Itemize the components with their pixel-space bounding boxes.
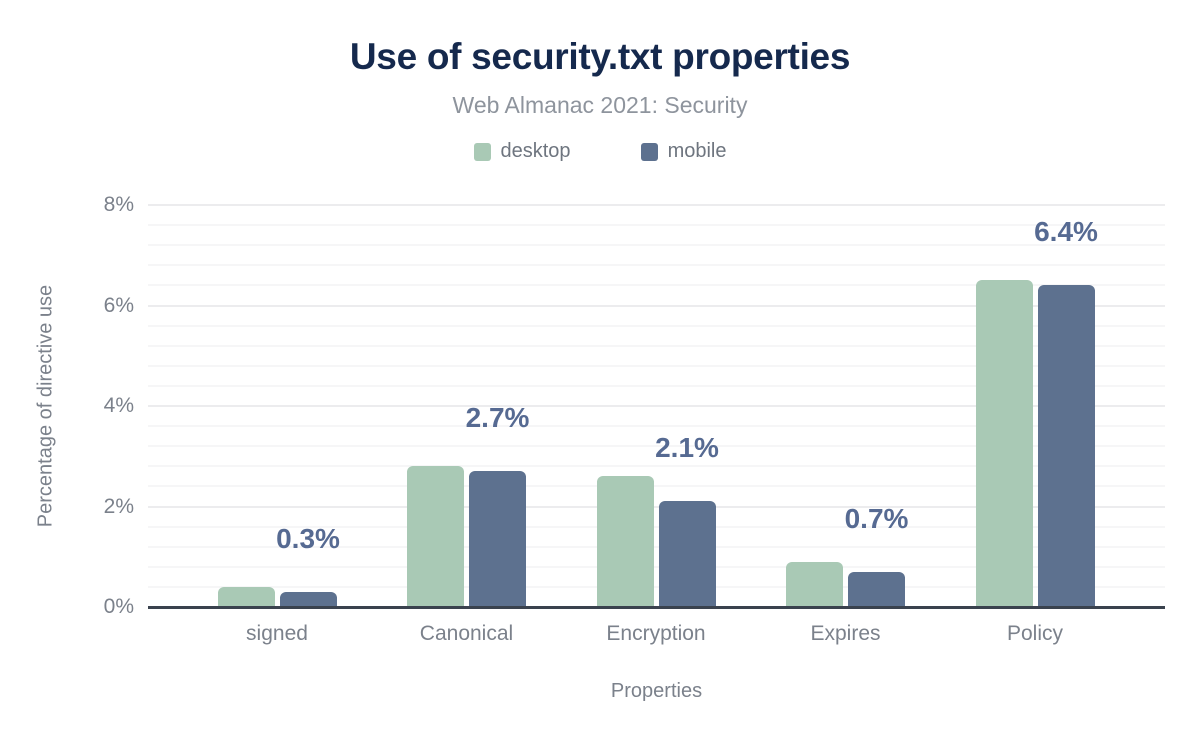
- gridline-minor: [148, 445, 1165, 448]
- legend-label-mobile: mobile: [667, 140, 727, 162]
- gridline-minor: [148, 585, 1165, 588]
- gridline-minor: [148, 324, 1165, 327]
- gridline-minor: [148, 344, 1165, 347]
- y-tick-label: 4%: [103, 394, 134, 417]
- gridline-minor: [148, 485, 1165, 488]
- bar-desktop-encryption[interactable]: [596, 476, 654, 607]
- chart-title: Use of security.txt properties: [349, 36, 851, 77]
- gridline-minor: [148, 425, 1165, 428]
- gridline-minor: [148, 565, 1165, 568]
- bar-mobile-encryption[interactable]: [658, 501, 716, 607]
- y-tick-label: 8%: [103, 193, 134, 216]
- bar-desktop-canonical[interactable]: [407, 466, 464, 607]
- gridline-minor: [148, 244, 1165, 247]
- gridline-major: [148, 405, 1165, 407]
- x-category-label-policy: Policy: [1006, 622, 1064, 645]
- legend-item-mobile[interactable]: mobile: [640, 140, 727, 163]
- legend-label-desktop: desktop: [500, 140, 571, 162]
- bar-mobile-signed[interactable]: [279, 591, 337, 607]
- bar-desktop-signed[interactable]: [217, 586, 275, 607]
- bar-mobile-policy[interactable]: [1037, 285, 1095, 607]
- x-axis-title: Properties: [610, 680, 703, 702]
- x-category-label-expires: Expires: [810, 622, 881, 645]
- legend-item-desktop[interactable]: desktop: [473, 140, 571, 163]
- gridline-major: [148, 204, 1165, 206]
- bar-desktop-policy[interactable]: [975, 280, 1033, 607]
- bar-value-label-encryption: 2.1%: [655, 432, 719, 464]
- gridline-minor: [148, 224, 1165, 227]
- gridline-minor: [148, 364, 1165, 367]
- gridline-minor: [148, 525, 1165, 528]
- x-axis-line: [148, 606, 1165, 609]
- gridline-minor: [148, 264, 1165, 267]
- gridline-minor: [148, 465, 1165, 468]
- bar-mobile-expires[interactable]: [848, 571, 905, 607]
- bar-value-label-signed: 0.3%: [276, 522, 340, 554]
- plot-area: 0% 2% 4% 6% 8% 0.3% signed 2.7% Canonical 2.1% Enc…: [104, 193, 1165, 645]
- desktop-series-swatch-icon: [473, 142, 491, 161]
- bar-desktop-expires[interactable]: [786, 561, 843, 607]
- bar-value-label-expires: 0.7%: [844, 502, 909, 534]
- y-tick-label: 0%: [103, 595, 134, 618]
- y-tick-label: 6%: [103, 293, 134, 317]
- mobile-series-swatch-icon: [640, 142, 658, 161]
- bar-mobile-canonical[interactable]: [469, 471, 526, 607]
- bar-value-label-policy: 6.4%: [1034, 216, 1098, 248]
- gridline-major: [148, 505, 1165, 508]
- x-category-label-signed: signed: [246, 622, 308, 645]
- x-category-label-canonical: Canonical: [419, 622, 514, 645]
- gridline-minor: [148, 284, 1165, 287]
- gridline-major: [148, 304, 1165, 307]
- x-category-label-encryption: Encryption: [606, 622, 706, 645]
- y-tick-label: 2%: [103, 494, 134, 518]
- chart-subtitle: Web Almanac 2021: Security: [452, 92, 748, 118]
- gridline-minor: [148, 384, 1165, 387]
- bar-value-label-canonical: 2.7%: [465, 402, 530, 434]
- gridline-minor: [148, 545, 1165, 548]
- legend: desktop mobile: [0, 140, 1200, 163]
